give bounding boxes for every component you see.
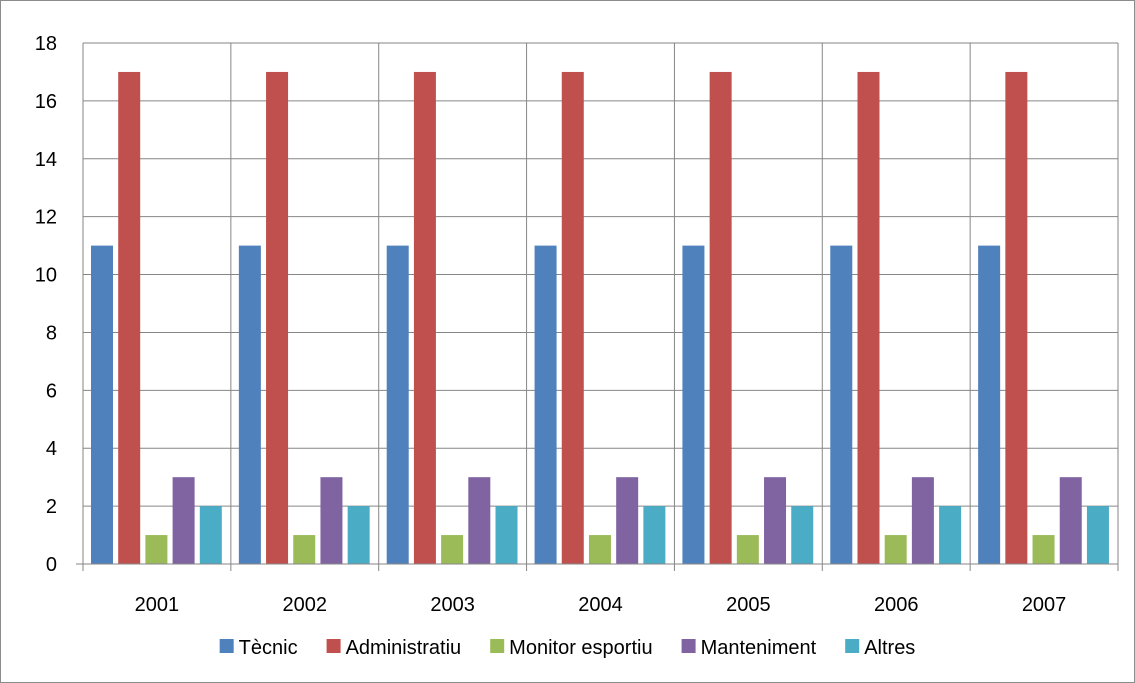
x-tick-label: 2003 bbox=[430, 594, 475, 616]
bar-2002-3 bbox=[293, 535, 316, 564]
bar-2002-1 bbox=[238, 245, 261, 564]
axes bbox=[76, 43, 1118, 565]
x-tick-label: 2007 bbox=[1022, 594, 1067, 616]
y-tick-label: 2 bbox=[46, 496, 57, 518]
bar-2005-1 bbox=[682, 245, 705, 564]
x-tick-label: 2004 bbox=[578, 594, 623, 616]
bar-2006-1 bbox=[830, 245, 853, 564]
bar-2001-3 bbox=[145, 535, 168, 564]
bar-2004-5 bbox=[643, 506, 666, 564]
legend-swatch-4 bbox=[681, 639, 696, 653]
bar-2007-4 bbox=[1059, 477, 1082, 564]
bar-2005-2 bbox=[709, 71, 732, 564]
bar-2002-4 bbox=[320, 477, 343, 564]
legend: Tècnic Administratiu Monitor esportiu Mante… bbox=[219, 637, 915, 659]
legend-label: Administratiu bbox=[346, 637, 462, 659]
bar-2004-2 bbox=[561, 71, 584, 564]
bar-2001-1 bbox=[91, 245, 113, 564]
bar-2003-4 bbox=[468, 477, 491, 564]
y-tick-label: 10 bbox=[35, 265, 57, 287]
bar-2003-3 bbox=[441, 535, 464, 564]
bar-2005-4 bbox=[764, 477, 787, 564]
legend-label: Altres bbox=[864, 637, 915, 659]
y-tick-label: 8 bbox=[46, 322, 57, 344]
gridlines bbox=[82, 42, 1119, 571]
bar-2003-2 bbox=[413, 71, 436, 564]
bar-2002-2 bbox=[266, 71, 289, 564]
bar-2003-1 bbox=[386, 245, 409, 564]
bar-2006-2 bbox=[857, 71, 880, 564]
y-tick-label: 16 bbox=[35, 91, 57, 113]
y-tick-label: 0 bbox=[46, 554, 57, 576]
x-tick-label: 2001 bbox=[135, 594, 180, 616]
legend-swatch-3 bbox=[490, 639, 505, 653]
legend-label: Manteniment bbox=[701, 637, 817, 659]
y-tick-label: 12 bbox=[35, 207, 57, 229]
y-tick-label: 4 bbox=[46, 438, 57, 460]
bar-2005-5 bbox=[791, 506, 814, 564]
bar-2007-2 bbox=[1005, 71, 1028, 564]
x-tick-label: 2005 bbox=[726, 594, 771, 616]
legend-swatch-5 bbox=[845, 639, 860, 653]
bar-2005-3 bbox=[736, 535, 759, 564]
y-tick-label: 14 bbox=[35, 149, 57, 171]
y-tick-label: 18 bbox=[35, 33, 57, 55]
legend-label: Tècnic bbox=[239, 637, 298, 659]
bar-2001-2 bbox=[118, 71, 141, 564]
bar-2004-3 bbox=[588, 535, 611, 564]
bar-2007-1 bbox=[978, 245, 1001, 564]
bar-2002-5 bbox=[347, 506, 370, 564]
bar-2003-5 bbox=[495, 506, 518, 564]
bar-2004-4 bbox=[616, 477, 639, 564]
bar-2001-4 bbox=[172, 477, 195, 564]
legend-label: Monitor esportiu bbox=[509, 637, 652, 659]
bar-2007-5 bbox=[1086, 506, 1109, 564]
x-tick-label: 2002 bbox=[283, 594, 328, 616]
bar-2004-1 bbox=[534, 245, 557, 564]
bar-2006-5 bbox=[939, 506, 962, 564]
bar-2006-4 bbox=[911, 477, 934, 564]
bar-2007-3 bbox=[1032, 535, 1055, 564]
x-axis-ticks: 2001 2002 2003 2004 2005 2006 2007 bbox=[135, 594, 1067, 616]
bar-2006-3 bbox=[884, 535, 907, 564]
bars bbox=[91, 71, 1109, 564]
legend-swatch-2 bbox=[326, 639, 341, 653]
x-tick-label: 2006 bbox=[874, 594, 919, 616]
y-tick-label: 6 bbox=[46, 380, 57, 402]
y-axis-ticks: 0 2 4 6 8 10 12 14 16 18 bbox=[35, 33, 57, 576]
legend-swatch-1 bbox=[219, 639, 234, 653]
bar-2001-5 bbox=[199, 506, 222, 564]
